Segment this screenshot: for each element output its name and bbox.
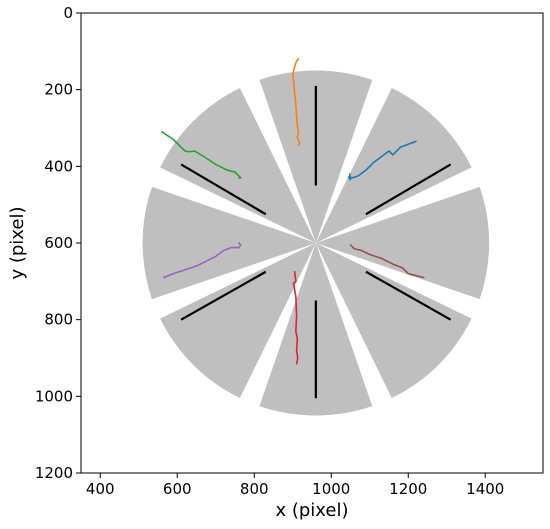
y-axis: 0 200 400 600 800 1000 1200: [35, 4, 81, 482]
x-tick-label: 1400: [466, 480, 504, 498]
x-tick-label: 1000: [312, 480, 350, 498]
x-tick-label: 400: [86, 480, 115, 498]
y-tick-label: 600: [44, 234, 73, 252]
arena-arm-4: [160, 87, 316, 243]
y-tick-label: 1200: [35, 464, 73, 482]
arena-arm-8: [315, 243, 472, 399]
y-tick-label: 1000: [35, 387, 73, 405]
x-axis-label: x (pixel): [275, 500, 348, 521]
x-axis: 400 600 800 1000 1200 1400: [86, 473, 504, 498]
arena-arm-5: [142, 186, 316, 300]
arm-line-6: [180, 163, 267, 216]
trajectory-1: [347, 140, 417, 181]
y-tick-label: 800: [44, 311, 73, 329]
trajectory-4: [292, 270, 299, 365]
x-tick-label: 1200: [389, 480, 427, 498]
arm-line-5: [180, 270, 267, 321]
x-tick-label: 600: [163, 480, 192, 498]
arena-arm-6: [160, 243, 316, 399]
y-axis-label: y (pixel): [7, 206, 28, 279]
trajectory-2: [291, 58, 301, 147]
trajectory-5: [162, 242, 242, 279]
arena-arm-2: [315, 87, 472, 243]
trajectories: [161, 58, 425, 365]
x-tick-label: 800: [240, 480, 269, 498]
arm-line-2: [365, 163, 452, 216]
trajectory-6: [349, 244, 425, 279]
arm-line-3: [365, 270, 452, 321]
y-tick-label: 0: [63, 4, 73, 22]
arm-lines: [180, 85, 452, 399]
y-tick-label: 200: [44, 81, 73, 99]
y-tick-label: 400: [44, 157, 73, 175]
trajectory-3: [161, 131, 242, 179]
arena-arm-1: [315, 186, 490, 300]
